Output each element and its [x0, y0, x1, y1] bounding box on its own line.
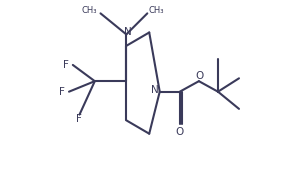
Text: N: N [151, 85, 159, 95]
Text: N: N [124, 28, 132, 37]
Text: F: F [59, 87, 65, 97]
Text: CH₃: CH₃ [82, 6, 97, 15]
Text: F: F [63, 60, 69, 70]
Text: F: F [76, 114, 82, 124]
Text: O: O [176, 127, 184, 137]
Text: CH₃: CH₃ [149, 6, 164, 15]
Text: O: O [196, 71, 204, 81]
